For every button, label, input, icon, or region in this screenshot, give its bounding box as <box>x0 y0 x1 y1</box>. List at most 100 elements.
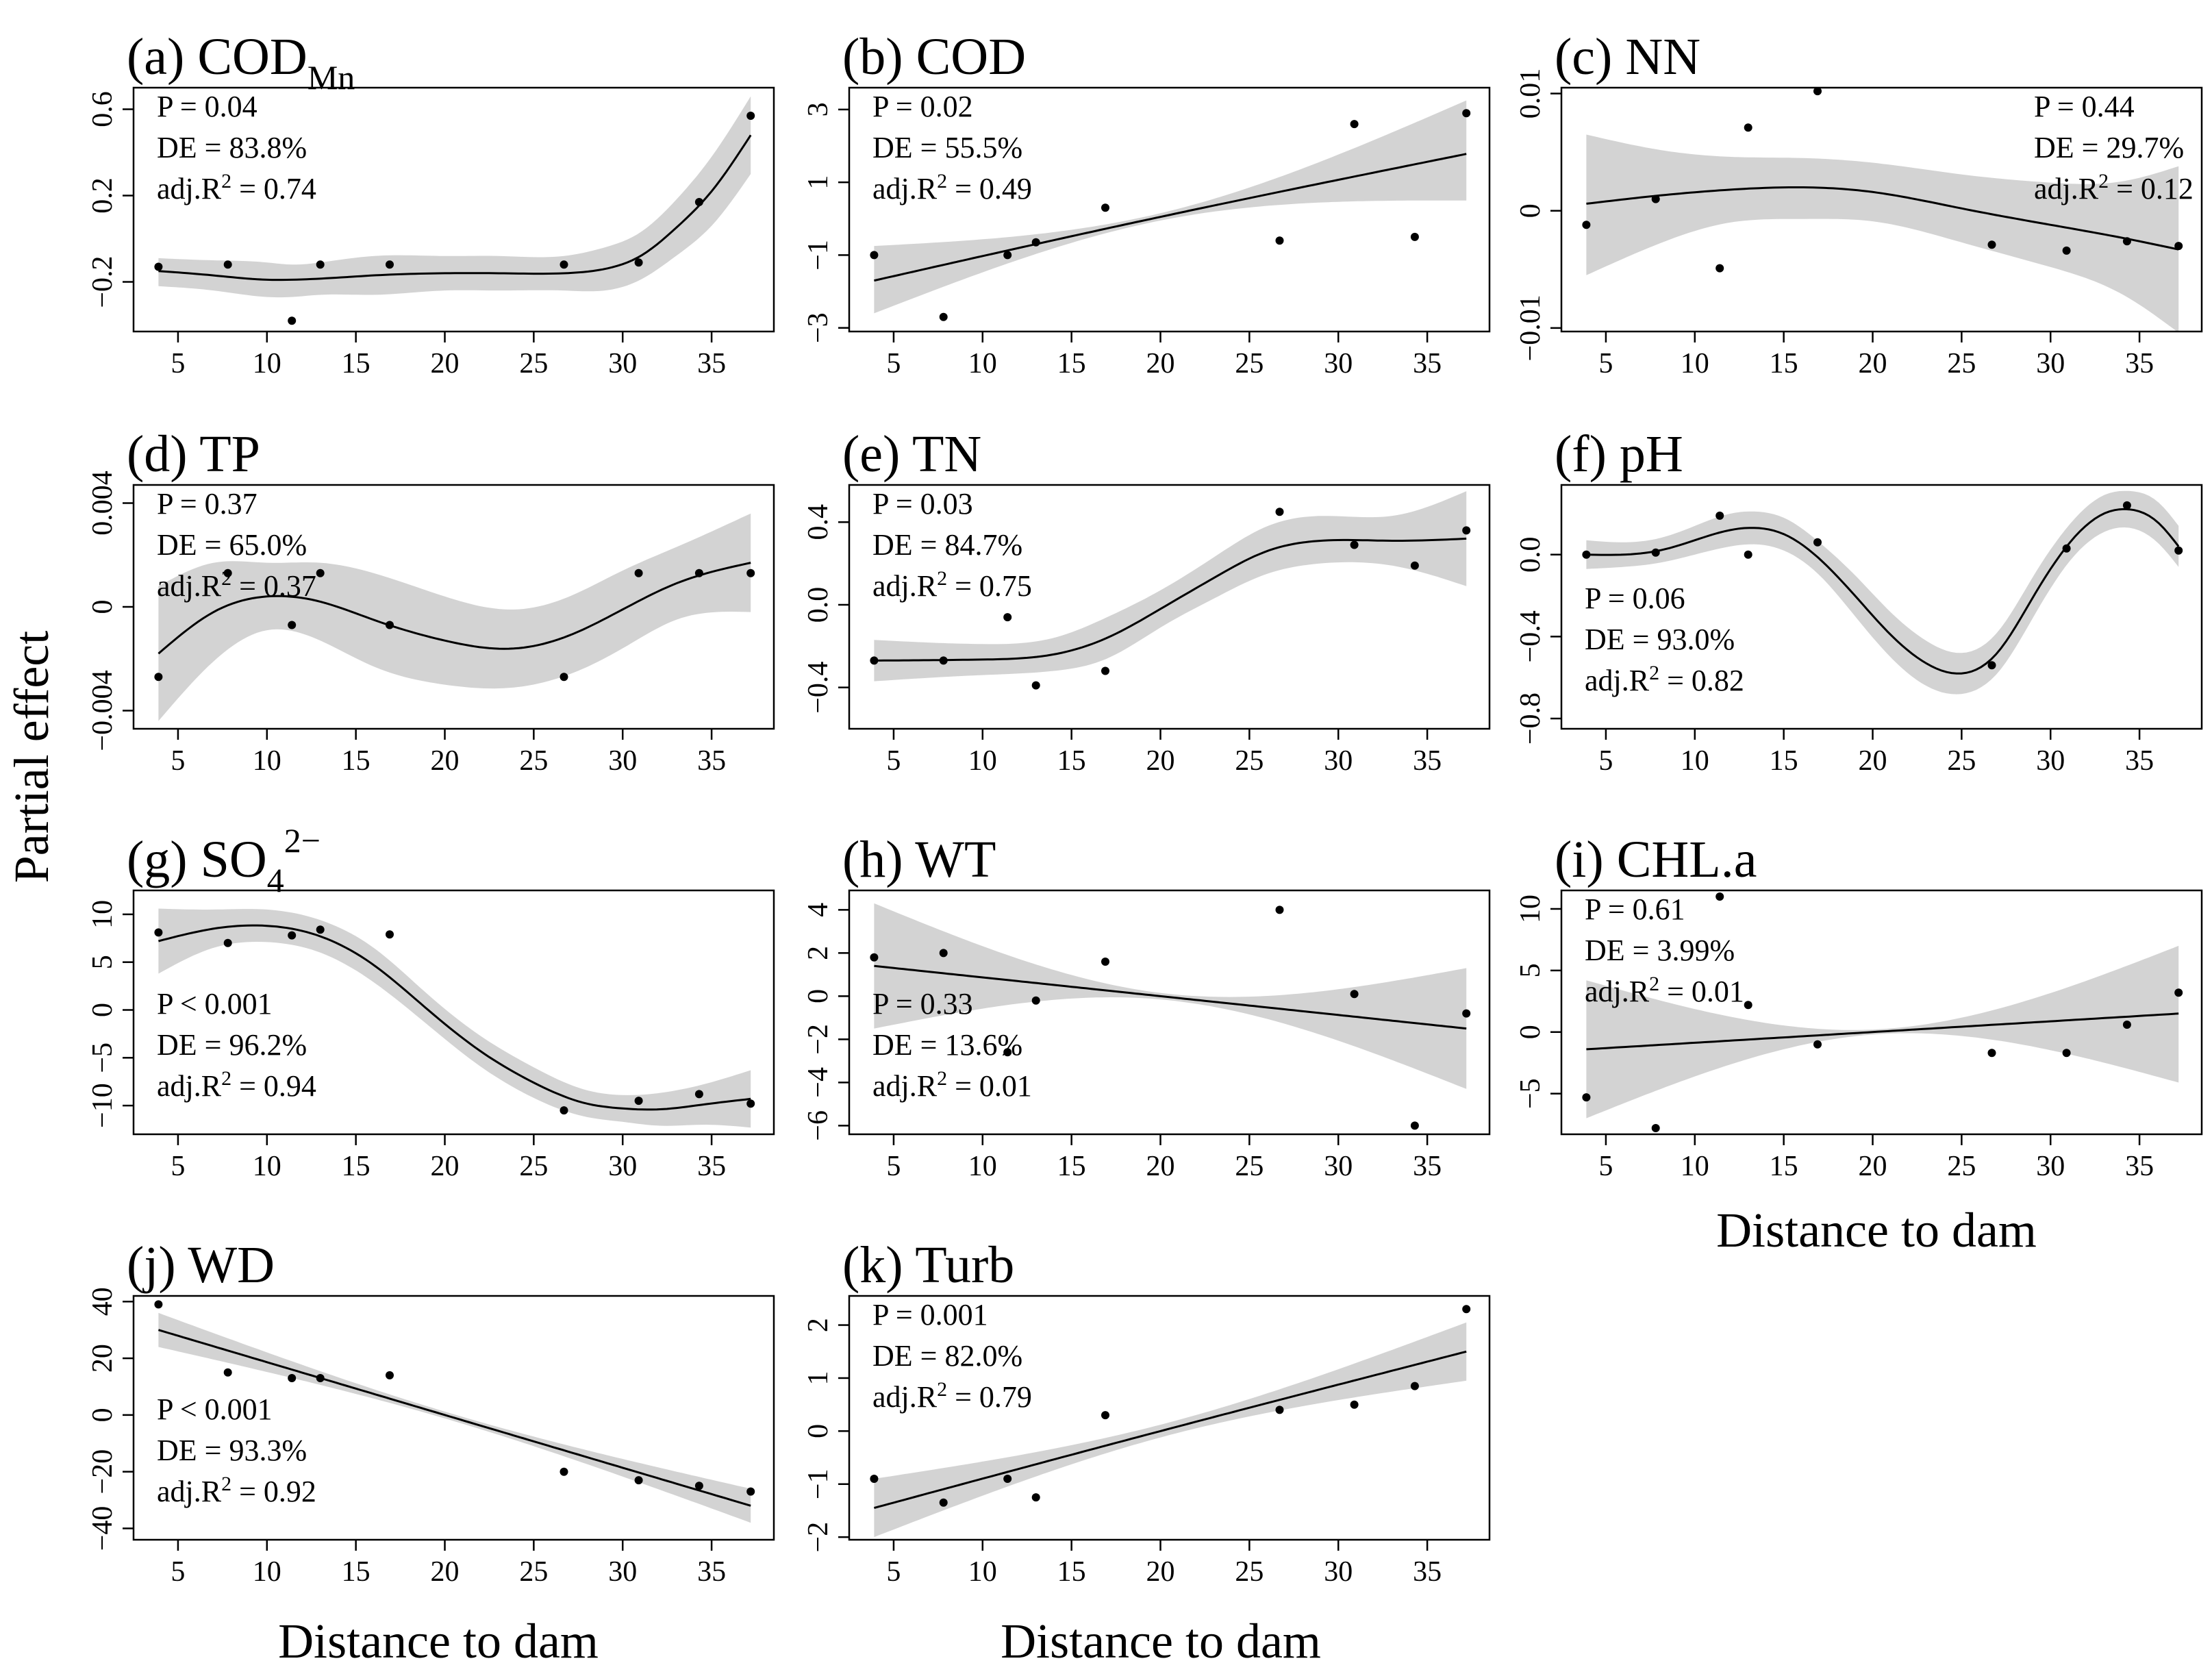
stat-line: DE = 55.5% <box>872 131 1022 164</box>
data-point <box>288 1374 297 1382</box>
x-tick-label: 15 <box>1770 1151 1798 1182</box>
stat-adj-r2: adj.R2 = 0.94 <box>157 1067 316 1103</box>
stat-adj-r2: adj.R2 = 0.49 <box>872 170 1032 205</box>
data-point <box>1813 87 1822 96</box>
stat-line: DE = 84.7% <box>872 528 1022 562</box>
data-point <box>634 1476 643 1485</box>
stat-line: DE = 93.3% <box>157 1434 307 1467</box>
x-tick-label: 15 <box>1770 348 1798 379</box>
data-point <box>1582 1093 1591 1102</box>
x-tick-label: 25 <box>519 1151 548 1182</box>
data-point <box>939 949 948 958</box>
stat-adj-r2: adj.R2 = 0.75 <box>872 567 1032 603</box>
fitted-curve <box>158 134 752 282</box>
panel-title: (i) CHL.a <box>1555 831 1757 888</box>
plot-frame <box>848 1295 1491 1541</box>
stat-adj-r2: adj.R2 = 0.79 <box>872 1378 1032 1414</box>
plot-frame <box>1560 889 2203 1136</box>
data-point <box>288 621 297 629</box>
x-tick-label: 20 <box>431 745 460 777</box>
y-tick-label: −0.8 <box>1515 692 1546 745</box>
data-point <box>1350 120 1359 129</box>
stat-adj-r2: adj.R2 = 0.92 <box>157 1473 316 1508</box>
data-point <box>1003 1048 1012 1057</box>
y-tick-label: 0 <box>87 1408 118 1422</box>
y-tick-label: 0 <box>803 1424 834 1438</box>
x-tick-label: 30 <box>2036 348 2065 379</box>
y-tick-label: 1 <box>803 175 834 190</box>
y-tick-label: −3 <box>803 312 834 343</box>
stat-adj-r2: adj.R2 = 0.82 <box>1585 662 1744 697</box>
data-point <box>1350 990 1359 999</box>
x-tick-label: 10 <box>253 745 281 777</box>
fitted-curve <box>873 1350 1467 1510</box>
plot-frame <box>132 889 775 1136</box>
panel-i: 5 10 15 20 25 30 35 −5 0 5 10 (i) CHL.a P = 0.61 DE =… <box>1515 831 2203 1182</box>
x-tick-label: 25 <box>1235 1556 1264 1588</box>
data-point <box>634 1097 643 1105</box>
panel-h: 5 10 15 20 25 30 35 −6 −4 −2 0 2 4 (h) WT P = 0.33 DE =… <box>803 831 1491 1182</box>
x-tick-label: 30 <box>608 348 637 379</box>
panel-title: (f) pH <box>1555 425 1683 483</box>
x-tick-label: 35 <box>1413 1151 1442 1182</box>
stat-line: DE = 29.7% <box>2034 131 2184 164</box>
y-tick-label: −0.01 <box>1515 295 1546 361</box>
y-tick-label: 0.4 <box>803 504 834 540</box>
data-point <box>223 260 232 269</box>
data-point <box>223 569 232 577</box>
data-point <box>316 925 325 934</box>
y-tick-label: 0.0 <box>803 587 834 623</box>
x-tick-label: 35 <box>2125 1151 2154 1182</box>
y-tick-label: 2 <box>803 1318 834 1332</box>
fitted-curve <box>1586 1012 2179 1051</box>
data-point <box>694 1090 703 1099</box>
data-point <box>1715 892 1724 901</box>
data-point <box>634 258 643 267</box>
x-tick-label: 35 <box>2125 745 2154 777</box>
data-point <box>1003 1475 1012 1483</box>
y-tick-label: 3 <box>803 102 834 116</box>
data-point <box>1651 548 1660 557</box>
stat-line: DE = 3.99% <box>1585 934 1735 967</box>
data-point <box>1410 561 1419 570</box>
data-point <box>1031 1493 1040 1502</box>
y-tick-label: 0 <box>1515 1025 1546 1039</box>
y-tick-label: 2 <box>803 946 834 960</box>
plot-frame <box>848 484 1491 730</box>
x-tick-label: 20 <box>1146 348 1175 379</box>
x-tick-label: 20 <box>431 348 460 379</box>
x-tick-label: 25 <box>1947 348 1976 379</box>
y-tick-label: −20 <box>87 1449 118 1495</box>
data-point <box>1101 1411 1109 1420</box>
x-tick-label: 10 <box>968 1556 997 1588</box>
x-tick-label: 30 <box>1324 348 1353 379</box>
data-point <box>1582 221 1591 229</box>
stat-line: DE = 13.6% <box>872 1028 1022 1062</box>
data-point <box>939 1498 948 1507</box>
fitted-curve <box>1586 186 2179 251</box>
x-tick-label: 35 <box>697 348 726 379</box>
data-point <box>870 251 879 260</box>
x-tick-label: 5 <box>886 1556 901 1588</box>
data-point <box>1410 1121 1419 1130</box>
data-point <box>560 1106 568 1115</box>
data-point <box>1987 661 1996 670</box>
x-tick-label: 10 <box>968 1151 997 1182</box>
x-tick-label: 25 <box>519 348 548 379</box>
data-point <box>288 931 297 940</box>
x-tick-label: 5 <box>171 745 185 777</box>
x-tick-label: 35 <box>2125 348 2154 379</box>
data-point <box>386 930 394 939</box>
stat-line: P = 0.06 <box>1585 582 1685 615</box>
x-tick-label: 25 <box>1947 745 1976 777</box>
x-tick-label: 15 <box>342 745 370 777</box>
y-tick-label: 40 <box>87 1287 118 1316</box>
stat-adj-r2: adj.R2 = 0.12 <box>2034 170 2194 205</box>
panel-c: 5 10 15 20 25 30 35 −0.01 0 0.01 (c) NN P = 0.44 DE … <box>1515 28 2203 379</box>
fitted-curve <box>158 924 751 1111</box>
data-point <box>1462 109 1471 118</box>
x-tick-label: 10 <box>968 348 997 379</box>
data-point <box>223 1368 232 1377</box>
data-point <box>1582 550 1591 559</box>
